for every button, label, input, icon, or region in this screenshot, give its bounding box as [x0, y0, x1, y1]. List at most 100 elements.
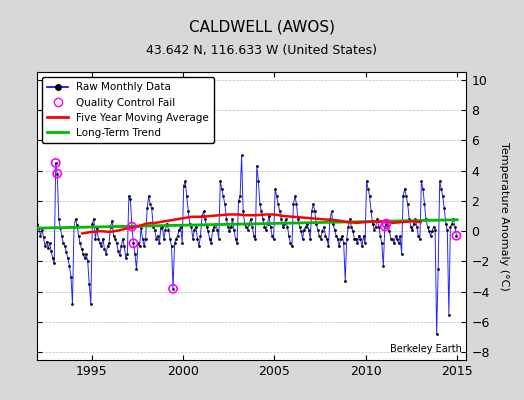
Point [452, 232, 461, 239]
Point [294, 216, 302, 222]
Point [227, 224, 235, 230]
Point [361, 240, 369, 246]
Point [53, 170, 61, 177]
Point [244, 226, 252, 233]
Point [304, 226, 313, 233]
Point [352, 236, 360, 242]
Point [54, 216, 63, 222]
Point [417, 178, 425, 184]
Point [59, 240, 68, 246]
Point [435, 178, 444, 184]
Point [172, 236, 180, 242]
Point [253, 163, 261, 169]
Point [125, 193, 133, 200]
Point [265, 213, 273, 219]
Point [309, 201, 318, 207]
Point [228, 216, 237, 222]
Point [347, 224, 355, 230]
Point [336, 236, 345, 242]
Point [321, 232, 330, 239]
Point [245, 220, 254, 227]
Point [134, 240, 142, 246]
Point [161, 226, 170, 233]
Point [192, 224, 200, 230]
Point [427, 232, 435, 239]
Point [236, 193, 244, 200]
Point [110, 232, 118, 239]
Point [94, 236, 103, 242]
Point [353, 240, 362, 246]
Point [106, 224, 115, 230]
Point [217, 186, 226, 192]
Point [111, 236, 119, 242]
Point [443, 226, 452, 233]
Point [141, 236, 150, 242]
Point [85, 281, 93, 288]
Point [289, 201, 298, 207]
Point [177, 224, 185, 230]
Point [135, 243, 144, 250]
Point [187, 224, 195, 230]
Point [312, 220, 321, 227]
Point [129, 240, 138, 246]
Point [390, 240, 398, 246]
Point [137, 225, 145, 231]
Point [181, 178, 190, 184]
Point [47, 248, 56, 254]
Point [306, 236, 314, 242]
Point [209, 226, 217, 233]
Point [385, 228, 394, 234]
Point [66, 263, 74, 269]
Point [222, 216, 231, 222]
Point [428, 228, 436, 234]
Point [340, 240, 348, 246]
Point [387, 236, 395, 242]
Point [420, 201, 429, 207]
Point [213, 226, 222, 233]
Point [79, 251, 88, 257]
Point [158, 224, 167, 230]
Point [359, 232, 368, 239]
Point [419, 186, 427, 192]
Point [442, 220, 450, 227]
Point [425, 228, 433, 234]
Point [395, 240, 403, 246]
Point [382, 220, 390, 227]
Point [241, 220, 249, 227]
Point [422, 216, 430, 222]
Point [328, 208, 336, 215]
Point [324, 243, 333, 250]
Point [214, 236, 223, 242]
Point [118, 236, 127, 242]
Point [355, 232, 363, 239]
Point [166, 236, 174, 242]
Point [44, 245, 52, 251]
Point [67, 274, 75, 280]
Point [259, 216, 267, 222]
Point [348, 228, 357, 234]
Point [155, 240, 163, 246]
Point [239, 208, 247, 215]
Point [146, 201, 155, 207]
Point [103, 243, 112, 250]
Point [271, 186, 279, 192]
Point [180, 182, 188, 189]
Point [160, 236, 168, 242]
Point [280, 220, 289, 227]
Point [431, 226, 439, 233]
Point [189, 236, 197, 242]
Point [335, 243, 343, 250]
Point [53, 170, 61, 177]
Point [233, 240, 241, 246]
Point [73, 222, 81, 228]
Point [288, 243, 296, 250]
Point [212, 220, 220, 227]
Point [49, 255, 57, 262]
Point [346, 216, 354, 222]
Point [373, 216, 381, 222]
Point [97, 243, 106, 250]
Point [341, 278, 350, 284]
Point [50, 260, 58, 266]
Point [210, 224, 219, 230]
Point [283, 224, 291, 230]
